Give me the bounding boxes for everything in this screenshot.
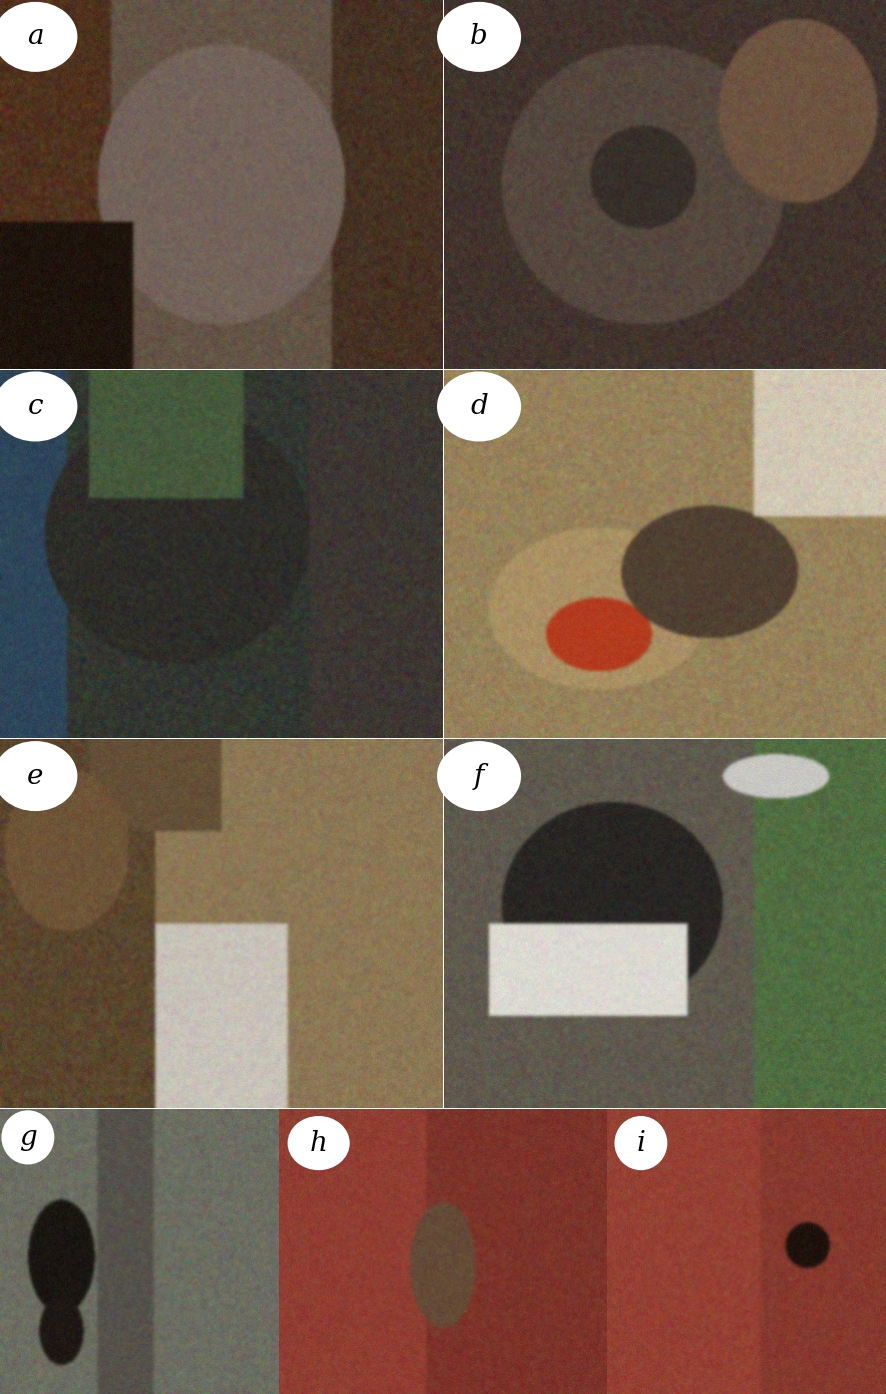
Text: c: c: [27, 393, 43, 420]
Circle shape: [437, 371, 521, 442]
Text: g: g: [19, 1124, 36, 1151]
Circle shape: [2, 1110, 54, 1164]
Text: b: b: [470, 24, 488, 50]
Text: f: f: [474, 763, 484, 789]
Text: d: d: [470, 393, 488, 420]
Text: e: e: [27, 763, 43, 789]
Circle shape: [0, 742, 77, 811]
Circle shape: [0, 371, 77, 442]
Circle shape: [437, 1, 521, 72]
Circle shape: [288, 1117, 350, 1170]
Text: h: h: [310, 1129, 328, 1157]
Text: i: i: [636, 1129, 645, 1157]
Circle shape: [614, 1117, 667, 1170]
Circle shape: [0, 1, 77, 72]
Circle shape: [437, 742, 521, 811]
Text: a: a: [27, 24, 43, 50]
